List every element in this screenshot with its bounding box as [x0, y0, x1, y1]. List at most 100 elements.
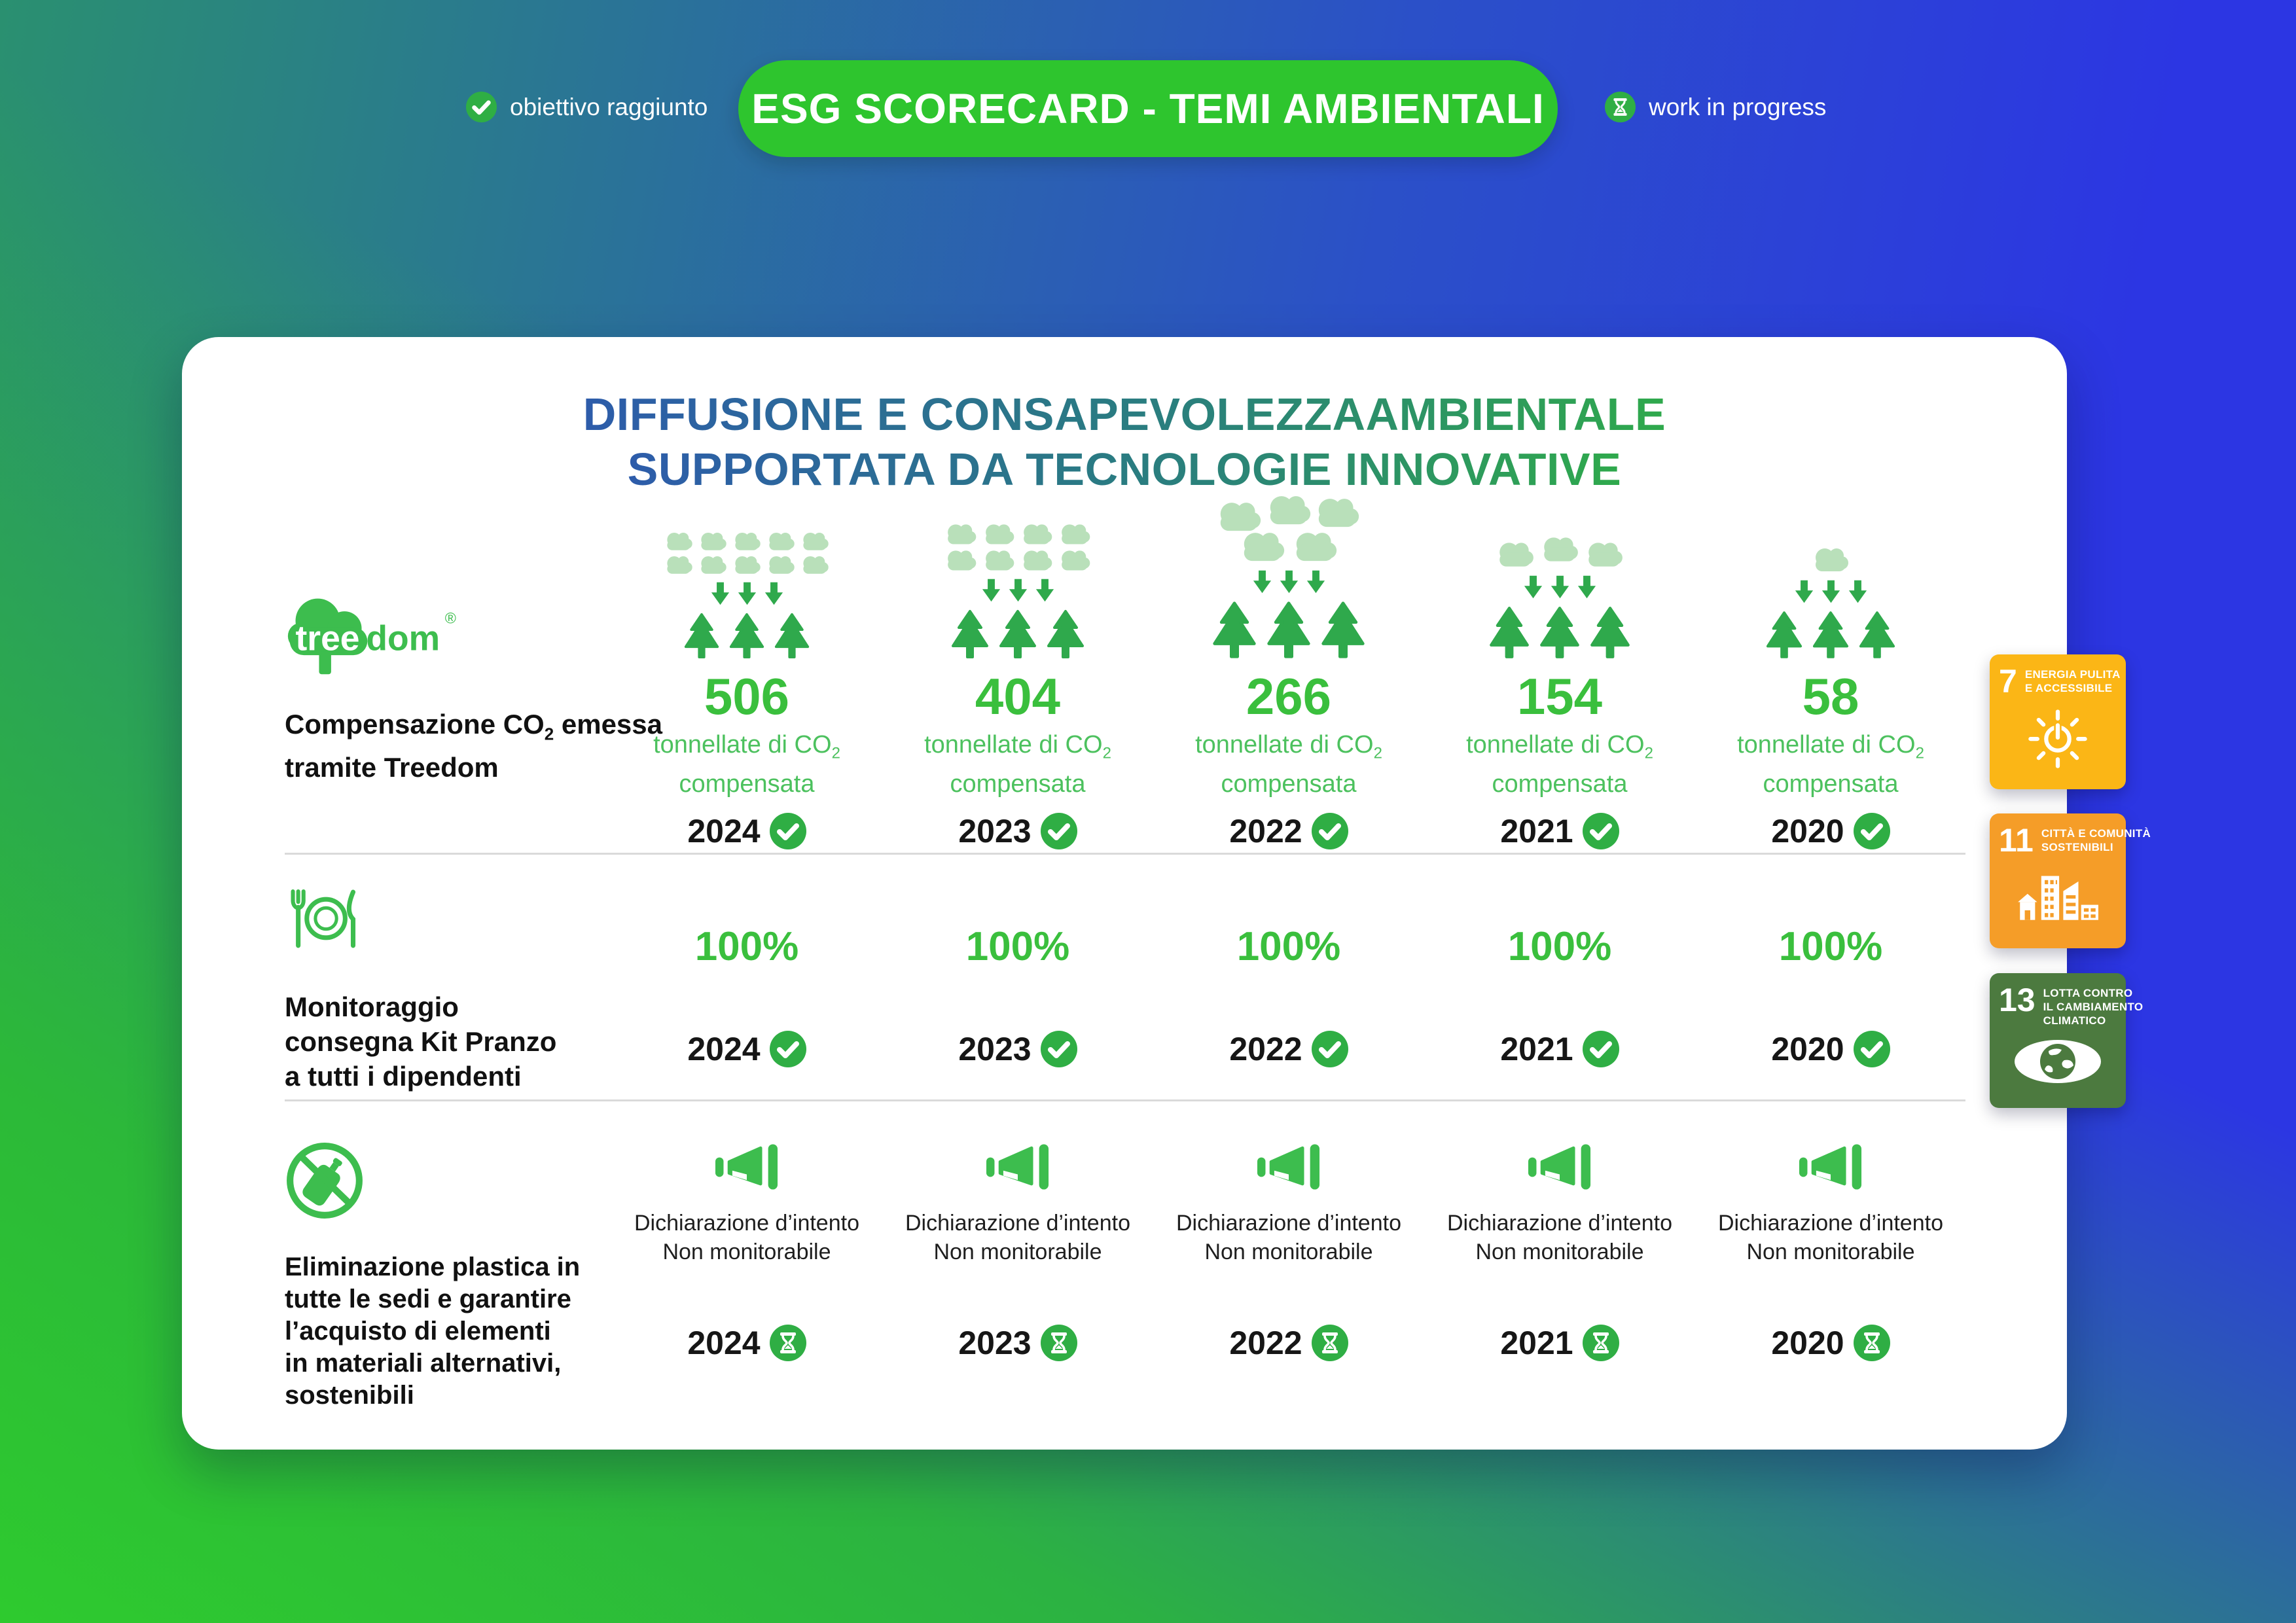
clouds-group	[658, 530, 836, 576]
cloud-icon	[800, 554, 830, 576]
check-badge-icon	[1312, 1031, 1348, 1067]
arrow-icon	[1280, 569, 1299, 594]
plastica-col-2023: Dichiarazione d’intento Non monitorabile …	[882, 1101, 1153, 1442]
co2-pictogram-2021	[1424, 522, 1695, 659]
kit-col-2024: 100% 2024	[611, 855, 882, 1099]
co2-col-2023: 404 tonnellate di CO2 compensata 2023	[882, 522, 1153, 853]
tree-icon	[1812, 611, 1850, 659]
co2-col-2024: 506 tonnellate di CO2 compensata 2024	[611, 522, 882, 853]
arrow-icon	[1035, 578, 1054, 603]
svg-text:dom: dom	[366, 619, 440, 658]
arrows-group	[982, 578, 1054, 603]
co2-pictogram-2023	[882, 522, 1153, 659]
climate-eye-icon	[2015, 1040, 2101, 1083]
cloud-icon	[698, 554, 728, 576]
declaration-note: Dichiarazione d’intento Non monitorabile	[1718, 1211, 1943, 1264]
sdg-number: 13	[1999, 982, 2036, 1018]
svg-text:®: ®	[445, 610, 456, 627]
year-status: 2020	[1771, 1324, 1890, 1362]
legend-wip-label: work in progress	[1649, 93, 1827, 120]
year-status: 2024	[687, 1030, 806, 1068]
clouds-group	[1761, 545, 1900, 574]
cloud-icon	[1215, 499, 1263, 534]
co2-col-2022: 266 tonnellate di CO2 compensata 2022	[1153, 522, 1424, 853]
co2-unit-caption: tonnellate di CO2 compensata	[653, 731, 840, 798]
cloud-icon	[1313, 495, 1361, 530]
sdg-title: CITTÀ E COMUNITÀ SOSTENIBILI	[2041, 827, 2151, 853]
tree-icon	[950, 609, 990, 659]
year-status: 2021	[1500, 1030, 1619, 1068]
cloud-icon	[1265, 492, 1313, 527]
cloud-icon	[1811, 545, 1850, 574]
cloud-icon	[800, 530, 830, 552]
kit-percentage: 100%	[965, 924, 1070, 969]
cloud-icon	[1291, 529, 1339, 564]
kit-col-2020: 100% 2020	[1695, 855, 1966, 1099]
year-status: 2020	[1771, 1030, 1890, 1068]
year-status: 2021	[1500, 812, 1619, 850]
kit-row-label: Monitoraggio consegna Kit Pranzo a tutti…	[285, 991, 557, 1092]
cloud-icon	[766, 530, 796, 552]
sdg-title: LOTTA CONTRO IL CAMBIAMENTO CLIMATICO	[2043, 987, 2144, 1027]
tree-icon	[1539, 606, 1581, 659]
legend-achieved: obiettivo raggiunto	[466, 92, 708, 122]
co2-row-label: Compensazione CO2 emessa tramite Treedom	[285, 709, 663, 783]
check-badge-icon	[1583, 813, 1619, 849]
header-banner: ESG SCORECARD - TEMI AMBIENTALI	[738, 60, 1558, 157]
hourglass-badge-icon	[1041, 1325, 1077, 1361]
tree-icon	[1589, 606, 1631, 659]
banner-title: ESG SCORECARD - TEMI AMBIENTALI	[751, 85, 1545, 132]
year-status: 2020	[1771, 812, 1890, 850]
cloud-icon	[1495, 539, 1535, 569]
hourglass-badge-icon	[1605, 92, 1636, 122]
cloud-icon	[664, 530, 694, 552]
co2-col-2020: 58 tonnellate di CO2 compensata 2020	[1695, 522, 1966, 853]
card-title: DIFFUSIONE E CONSAPEVOLEZZAAMBIENTALE SU…	[182, 387, 2067, 497]
plastica-col-2021: Dichiarazione d’intento Non monitorabile …	[1424, 1101, 1695, 1442]
cloud-icon	[1584, 539, 1624, 569]
kit-col-2021: 100% 2021	[1424, 855, 1695, 1099]
year-status: 2022	[1229, 1030, 1348, 1068]
kit-row-label-cell: Monitoraggio consegna Kit Pranzo a tutti…	[285, 855, 611, 1099]
cloud-icon	[1058, 522, 1092, 546]
arrows-group	[1524, 575, 1596, 599]
cloud-icon	[944, 522, 978, 546]
row-eliminazione-plastica: Eliminazione plastica in tutte le sedi e…	[285, 1101, 2067, 1442]
co2-unit-caption: tonnellate di CO2 compensata	[1737, 731, 1924, 798]
tree-icon	[1320, 601, 1366, 659]
cutlery-plate-icon	[291, 889, 356, 948]
plastica-row-label-cell: Eliminazione plastica in tutte le sedi e…	[285, 1101, 611, 1442]
co2-pictogram-2024	[611, 522, 882, 659]
row-co2-compensation: tree dom ® Compensazione CO2 emessa tram…	[285, 522, 2067, 853]
tree-icon	[1266, 601, 1312, 659]
check-badge-icon	[1041, 1031, 1077, 1067]
cloud-icon	[982, 522, 1016, 546]
trees-group	[1211, 601, 1366, 659]
cloud-icon	[664, 554, 694, 576]
tree-icon	[998, 609, 1037, 659]
kit-percentage: 100%	[1507, 924, 1612, 969]
check-badge-icon	[1854, 813, 1890, 849]
trees-group	[950, 609, 1085, 659]
arrow-icon	[1577, 575, 1596, 599]
megaphone-icon	[1257, 1142, 1320, 1192]
svg-text:tree: tree	[296, 619, 360, 658]
arrow-icon	[764, 581, 783, 606]
declaration-note: Dichiarazione d’intento Non monitorabile	[634, 1211, 859, 1264]
co2-value: 154	[1516, 668, 1603, 725]
arrow-icon	[711, 581, 730, 606]
cloud-icon	[732, 530, 762, 552]
cloud-icon	[1539, 534, 1580, 564]
year-status: 2023	[958, 812, 1077, 850]
arrow-icon	[1848, 579, 1867, 604]
tree-icon	[683, 613, 720, 659]
year-status: 2023	[958, 1030, 1077, 1068]
no-plastic-icon	[287, 1143, 363, 1219]
arrow-icon	[1524, 575, 1543, 599]
cloud-icon	[732, 554, 762, 576]
year-status: 2022	[1229, 812, 1348, 850]
tree-icon	[774, 613, 810, 659]
plastica-row-label: Eliminazione plastica in tutte le sedi e…	[285, 1253, 581, 1410]
year-status: 2023	[958, 1324, 1077, 1362]
